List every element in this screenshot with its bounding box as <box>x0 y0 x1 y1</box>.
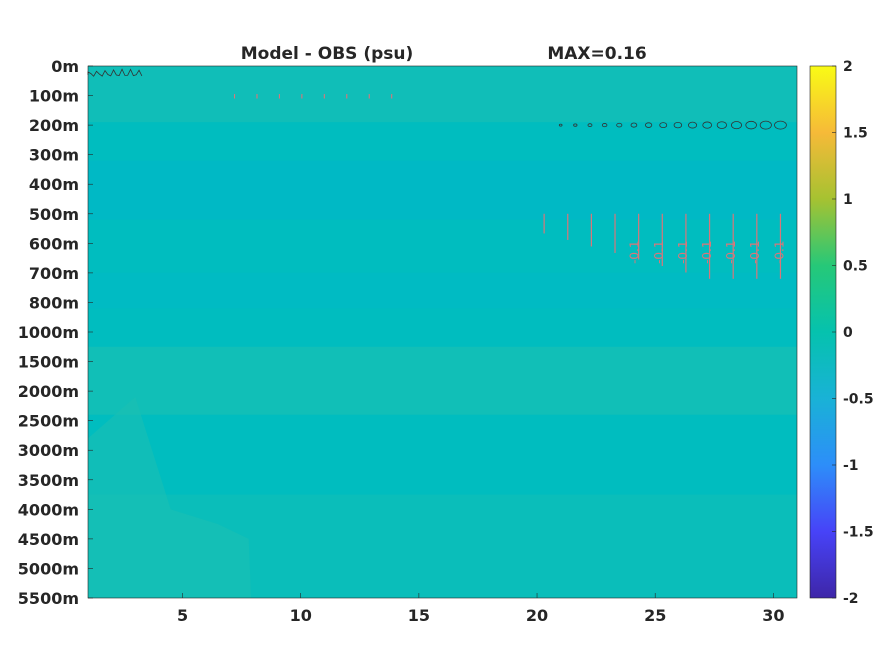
y-tick-label: 3500m <box>18 471 79 490</box>
contour-line-surface <box>87 68 143 77</box>
colorbar-tick-label: 1.5 <box>843 126 868 142</box>
y-tick-label: 0m <box>51 57 79 76</box>
contour-loop <box>573 123 578 127</box>
y-tick-label: 600m <box>29 234 79 253</box>
x-tick-label: 10 <box>290 606 312 625</box>
chart-title: Model - OBS (psu) <box>241 44 414 64</box>
contour-label: -0.1 <box>748 240 762 263</box>
y-tick-label: 3000m <box>18 441 79 460</box>
y-tick-label: 4000m <box>18 500 79 519</box>
max-label: MAX=0.16 <box>547 44 646 64</box>
contour-loop <box>659 122 668 129</box>
y-tick-label: 400m <box>29 175 79 194</box>
contour-loop <box>616 122 623 128</box>
x-tick-label: 5 <box>177 606 188 625</box>
contour-label: -0.1 <box>628 240 642 263</box>
y-tick-label: 500m <box>29 205 79 224</box>
colorbar-tick-label: 1 <box>843 192 853 208</box>
x-tick-label: 25 <box>644 606 666 625</box>
colorbar-tick-label: -1.5 <box>843 525 874 541</box>
y-tick-label: 5500m <box>18 589 79 608</box>
field-patch-positive <box>88 397 252 598</box>
y-tick-label: 1000m <box>18 323 79 342</box>
contour-loop <box>702 121 713 129</box>
colorbar-tick-label: -1 <box>843 458 859 474</box>
x-tick-label: 30 <box>762 606 784 625</box>
contour-label: -0.1 <box>652 240 666 263</box>
y-tick-label: 300m <box>29 146 79 165</box>
salinity-difference-field <box>88 66 797 598</box>
y-tick-label: 200m <box>29 116 79 135</box>
contour-label: -0.1 <box>724 240 738 263</box>
colorbar-tick-label: -0.5 <box>843 392 874 408</box>
y-tick-label: 2500m <box>18 412 79 431</box>
contour-loop <box>673 121 683 129</box>
contour-loop <box>558 123 563 127</box>
y-tick-label: 4500m <box>18 530 79 549</box>
y-tick-label: 800m <box>29 293 79 312</box>
colorbar-tick-label: 0 <box>843 325 853 341</box>
field-band <box>88 272 797 309</box>
y-axis: 0m 100m 200m 300m 400m 500m 600m 700m 800m 1000m 1… <box>18 57 93 608</box>
contour-loop <box>745 120 757 130</box>
y-tick-label: 1500m <box>18 353 79 372</box>
contour-label: -0.1 <box>676 240 690 263</box>
colorbar-tick-label: 2 <box>843 59 853 75</box>
field-band <box>88 346 797 415</box>
contour-loop <box>731 121 742 130</box>
colorbar-scale <box>809 65 837 599</box>
contour-loop <box>587 123 593 127</box>
field-band <box>88 160 797 220</box>
field-band <box>88 66 797 123</box>
contour-loop <box>759 120 772 130</box>
y-tick-label: 2000m <box>18 382 79 401</box>
colorbar-ticks: 2 1.5 1 0.5 0 -0.5 -1 -1.5 -2 <box>832 59 874 607</box>
x-tick-label: 15 <box>408 606 430 625</box>
y-tick-label: 5000m <box>18 559 79 578</box>
y-tick-label: 700m <box>29 264 79 283</box>
contour-loop <box>644 122 653 128</box>
contour-label: -0.1 <box>700 240 714 263</box>
x-tick-label: 20 <box>526 606 548 625</box>
contour-loop <box>688 121 698 129</box>
contour-loop <box>601 123 608 128</box>
contour-loop <box>630 122 638 128</box>
plot-background <box>88 66 797 598</box>
contour-lines: -0.1 -0.1 -0.1 -0.1 -0.1 -0.1 -0.1 <box>87 68 787 279</box>
colorbar: 2 1.5 1 0.5 0 -0.5 -1 -1.5 -2 <box>809 59 874 607</box>
plot-area: -0.1 -0.1 -0.1 -0.1 -0.1 -0.1 -0.1 <box>87 65 798 599</box>
x-axis: 5 10 15 20 25 30 <box>177 593 784 625</box>
contour-loop <box>774 120 787 130</box>
y-tick-label: 100m <box>29 87 79 106</box>
contour-label: -0.1 <box>772 240 786 263</box>
colorbar-tick-label: 0.5 <box>843 259 868 275</box>
colorbar-tick-label: -2 <box>843 591 859 607</box>
contour-loop <box>716 121 727 129</box>
